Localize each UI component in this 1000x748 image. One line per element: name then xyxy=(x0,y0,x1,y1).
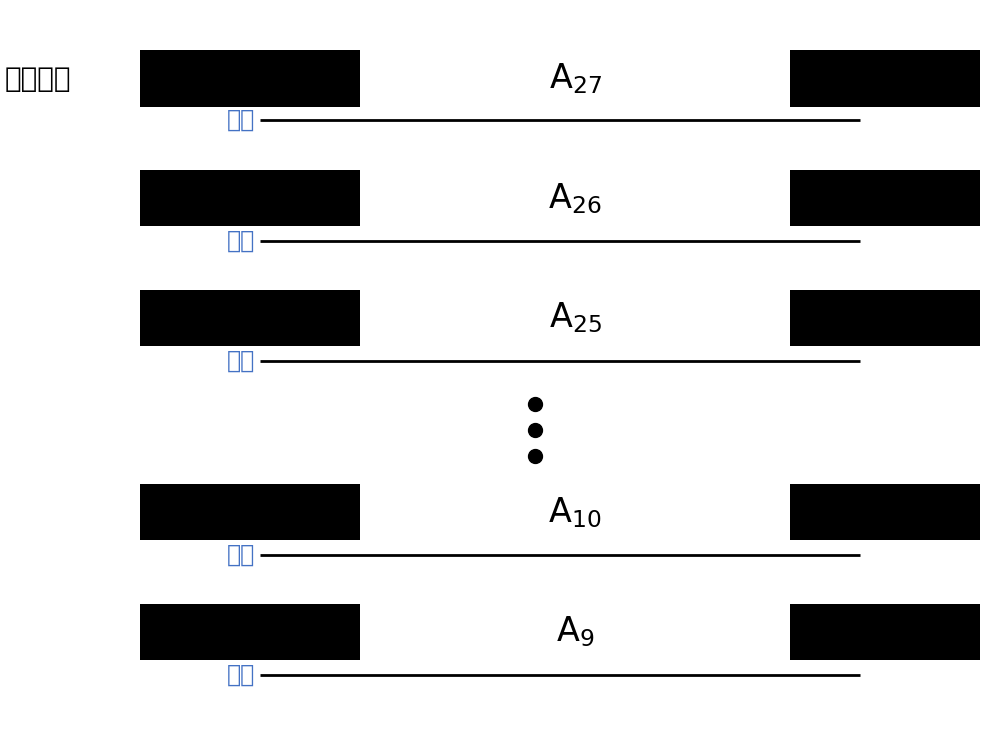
Text: 探针: 探针 xyxy=(227,108,255,132)
Text: 探针: 探针 xyxy=(227,543,255,567)
Bar xyxy=(140,51,980,106)
Text: $\mathrm{A}_{9}$: $\mathrm{A}_{9}$ xyxy=(556,615,594,649)
Bar xyxy=(140,171,980,226)
Text: $\mathrm{A}_{25}$: $\mathrm{A}_{25}$ xyxy=(549,301,601,335)
Bar xyxy=(360,51,790,106)
Text: $\mathrm{A}_{10}$: $\mathrm{A}_{10}$ xyxy=(548,495,602,530)
Bar xyxy=(360,171,790,226)
Text: 探针: 探针 xyxy=(227,229,255,253)
Bar xyxy=(360,604,790,660)
Text: 探针: 探针 xyxy=(227,663,255,687)
Text: $\mathrm{A}_{27}$: $\mathrm{A}_{27}$ xyxy=(549,61,601,96)
Bar xyxy=(360,290,790,346)
Bar xyxy=(140,604,980,660)
Text: 目标序列: 目标序列 xyxy=(5,64,72,93)
Bar xyxy=(360,485,790,540)
Text: $\mathrm{A}_{26}$: $\mathrm{A}_{26}$ xyxy=(548,181,602,215)
Bar xyxy=(140,290,980,346)
Bar xyxy=(140,485,980,540)
Text: 探针: 探针 xyxy=(227,349,255,373)
